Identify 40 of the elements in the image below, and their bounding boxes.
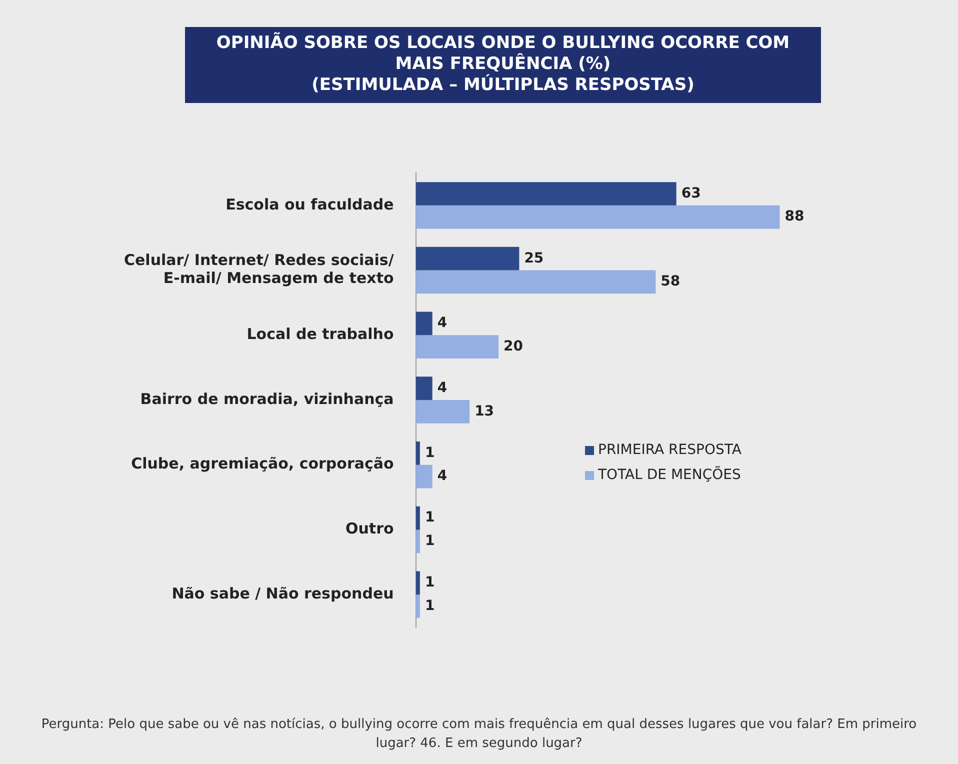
y-tick-label: Local de trabalho xyxy=(246,325,394,344)
bar xyxy=(416,594,420,618)
bar xyxy=(416,205,780,229)
data-label: 1 xyxy=(424,510,435,526)
chart-subtitle: (ESTIMULADA – MÚLTIPLAS RESPOSTAS) xyxy=(310,75,696,96)
bar xyxy=(416,464,432,488)
data-label: 13 xyxy=(474,403,494,420)
y-tick-label: Clube, agremiação, corporação xyxy=(131,454,394,473)
bar xyxy=(416,442,420,465)
bar xyxy=(416,530,420,554)
legend-label: TOTAL DE MENÇÕES xyxy=(598,467,741,483)
data-label: 1 xyxy=(424,574,435,591)
data-label: 25 xyxy=(524,250,544,266)
data-label: 4 xyxy=(437,468,448,484)
data-label: 63 xyxy=(681,185,701,202)
bar xyxy=(416,182,676,206)
bar xyxy=(416,400,470,424)
data-label: 4 xyxy=(437,315,448,332)
data-label: 88 xyxy=(784,208,804,225)
y-tick-label: Celular/ Internet/ Redes sociais/ E-mail/ Mensagem de texto xyxy=(124,251,394,288)
y-tick-label: Não sabe / Não respondeu xyxy=(172,584,394,602)
data-label: 1 xyxy=(424,533,435,550)
bar xyxy=(416,335,499,358)
data-label: 20 xyxy=(504,338,524,354)
data-label: 1 xyxy=(424,598,435,614)
bar xyxy=(416,571,420,595)
data-label: 1 xyxy=(424,444,435,461)
text: Pergunta: Pelo que sabe ou vê nas notícias, o bullying ocorre com mais frequência em qual desses lugares que vou falar? Em primeiro lugar? 46. E em segundo lugar? xyxy=(40,716,918,753)
chart-title: OPINIÃO SOBRE OS LOCAIS ONDE O BULLYING OCORRE COM MAIS FREQUÊNCIA (%) xyxy=(215,33,791,74)
y-tick-label: Bairro de moradia, vizinhança xyxy=(140,390,394,408)
bar xyxy=(416,376,432,400)
bar xyxy=(416,506,420,530)
bar xyxy=(416,312,432,336)
data-label: 4 xyxy=(437,380,448,396)
y-tick-label: Outro xyxy=(345,520,394,538)
y-tick-label: Escola ou faculdade xyxy=(226,195,394,214)
legend-label: PRIMEIRA RESPOSTA xyxy=(598,442,742,458)
bar xyxy=(416,270,656,294)
bar xyxy=(416,246,520,270)
data-label: 58 xyxy=(660,274,680,290)
